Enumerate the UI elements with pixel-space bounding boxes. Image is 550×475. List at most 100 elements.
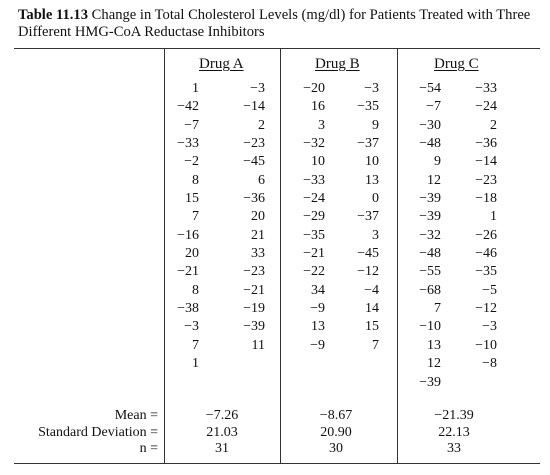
table-cell: −32 xyxy=(419,227,441,243)
table-cell: −48 xyxy=(419,136,441,152)
table-cell: 2 xyxy=(258,117,265,133)
table-cell: 33 xyxy=(251,246,265,262)
table-title: Change in Total Cholesterol Levels (mg/d… xyxy=(18,7,531,40)
table-cell: 16 xyxy=(311,99,325,115)
table-cell: −36 xyxy=(475,136,497,152)
drug-b-column-1: −20 16 3 −32 10 −33 −24 −29 −35 −21 −22 34 −9 13 −9 xyxy=(275,80,325,355)
table-cell: −24 xyxy=(475,99,497,115)
n-label: n = xyxy=(139,441,158,456)
drug-a-n: 31 xyxy=(215,441,229,456)
table-cell: −33 xyxy=(177,136,199,152)
column-divider-c xyxy=(397,48,398,463)
table-cell: −37 xyxy=(357,209,379,225)
table-cell: 3 xyxy=(318,117,325,133)
table-cell: 15 xyxy=(365,319,379,335)
table-cell: 6 xyxy=(258,172,265,188)
table-cell: −9 xyxy=(310,301,325,317)
table-cell: −2 xyxy=(184,154,199,170)
column-divider-b xyxy=(280,48,281,463)
table-cell: 8 xyxy=(192,172,199,188)
table-cell: −39 xyxy=(419,209,441,225)
drug-b-n: 30 xyxy=(329,441,343,456)
table-cell: 10 xyxy=(365,154,379,170)
table-cell: −16 xyxy=(177,227,199,243)
table-cell: −12 xyxy=(475,301,497,317)
table-cell: −23 xyxy=(243,264,265,280)
drug-b-header: Drug B xyxy=(315,56,360,72)
drug-a-header: Drug A xyxy=(199,56,244,72)
table-cell: −4 xyxy=(364,282,379,298)
table-cell: −38 xyxy=(177,301,199,317)
table-cell: −21 xyxy=(243,282,265,298)
table-cell: −18 xyxy=(475,191,497,207)
table-cell: −33 xyxy=(303,172,325,188)
summary-labels: Mean = Standard Deviation = n = xyxy=(14,408,158,458)
table-cell: −46 xyxy=(475,246,497,262)
drug-c-n: 33 xyxy=(447,441,461,456)
table-cell: −29 xyxy=(303,209,325,225)
table-cell: −3 xyxy=(184,319,199,335)
drug-b-mean: −8.67 xyxy=(319,408,353,423)
drug-b-sd: 20.90 xyxy=(320,424,352,440)
table-cell: 34 xyxy=(311,282,325,298)
bottom-rule xyxy=(14,463,540,464)
table-cell: −21 xyxy=(177,264,199,280)
drug-a-sd: 21.03 xyxy=(206,424,238,440)
sd-label: Standard Deviation = xyxy=(38,424,158,440)
drug-b-summary: −8.67 20.90 30 xyxy=(296,408,376,458)
table-cell: −54 xyxy=(419,81,441,96)
table-cell: −68 xyxy=(419,282,441,298)
drug-a-column-1: 1 −42 −7 −33 −2 8 15 7 −16 20 −21 8 −38 −3 7 1 xyxy=(149,80,199,374)
table-cell: −3 xyxy=(364,81,379,96)
table-cell: 20 xyxy=(251,209,265,225)
table-cell: −33 xyxy=(475,81,497,96)
table-cell: 2 xyxy=(490,117,497,133)
table-cell: 1 xyxy=(490,209,497,225)
table-cell: −36 xyxy=(243,191,265,207)
table-cell: 7 xyxy=(434,301,441,317)
table-cell: 7 xyxy=(192,337,199,353)
table-cell: −39 xyxy=(419,374,441,390)
drug-c-mean: −21.39 xyxy=(434,408,474,423)
table-cell: −3 xyxy=(482,319,497,335)
drug-a-mean: −7.26 xyxy=(205,408,239,423)
table-cell: −21 xyxy=(303,246,325,262)
table-cell: 13 xyxy=(365,172,379,188)
table-caption: Table 11.13 Change in Total Cholesterol … xyxy=(18,7,538,41)
table-cell: 12 xyxy=(427,356,441,372)
table-cell: 7 xyxy=(372,337,379,353)
table-cell: −26 xyxy=(475,227,497,243)
table-cell: 0 xyxy=(372,191,379,207)
table-cell: −48 xyxy=(419,246,441,262)
column-divider-a xyxy=(164,48,165,463)
table-cell: −24 xyxy=(303,191,325,207)
mean-label: Mean = xyxy=(114,408,158,423)
table-cell: 9 xyxy=(372,117,379,133)
drug-c-header: Drug C xyxy=(434,56,479,72)
table-cell: −45 xyxy=(357,246,379,262)
table-cell: −37 xyxy=(357,136,379,152)
table-cell: 7 xyxy=(192,209,199,225)
table-cell: −39 xyxy=(419,191,441,207)
table-cell: −12 xyxy=(357,264,379,280)
table-cell: −39 xyxy=(243,319,265,335)
table-cell: −10 xyxy=(419,319,441,335)
table-cell: −30 xyxy=(419,117,441,133)
table-cell: 14 xyxy=(365,301,379,317)
table-cell: 3 xyxy=(372,227,379,243)
table-cell: −10 xyxy=(475,337,497,353)
table-cell: −23 xyxy=(243,136,265,152)
table-cell: −45 xyxy=(243,154,265,170)
table-cell: 10 xyxy=(311,154,325,170)
table-cell: −55 xyxy=(419,264,441,280)
table-cell: 20 xyxy=(185,246,199,262)
table-cell: −14 xyxy=(475,154,497,170)
drug-a-summary: −7.26 21.03 31 xyxy=(182,408,262,458)
table-cell: 15 xyxy=(185,191,199,207)
drug-c-sd: 22.13 xyxy=(438,424,470,440)
table-cell: −8 xyxy=(482,356,497,372)
table-cell: −35 xyxy=(303,227,325,243)
table-cell: −42 xyxy=(177,99,199,115)
table-cell: −35 xyxy=(475,264,497,280)
drug-c-summary: −21.39 22.13 33 xyxy=(414,408,494,458)
